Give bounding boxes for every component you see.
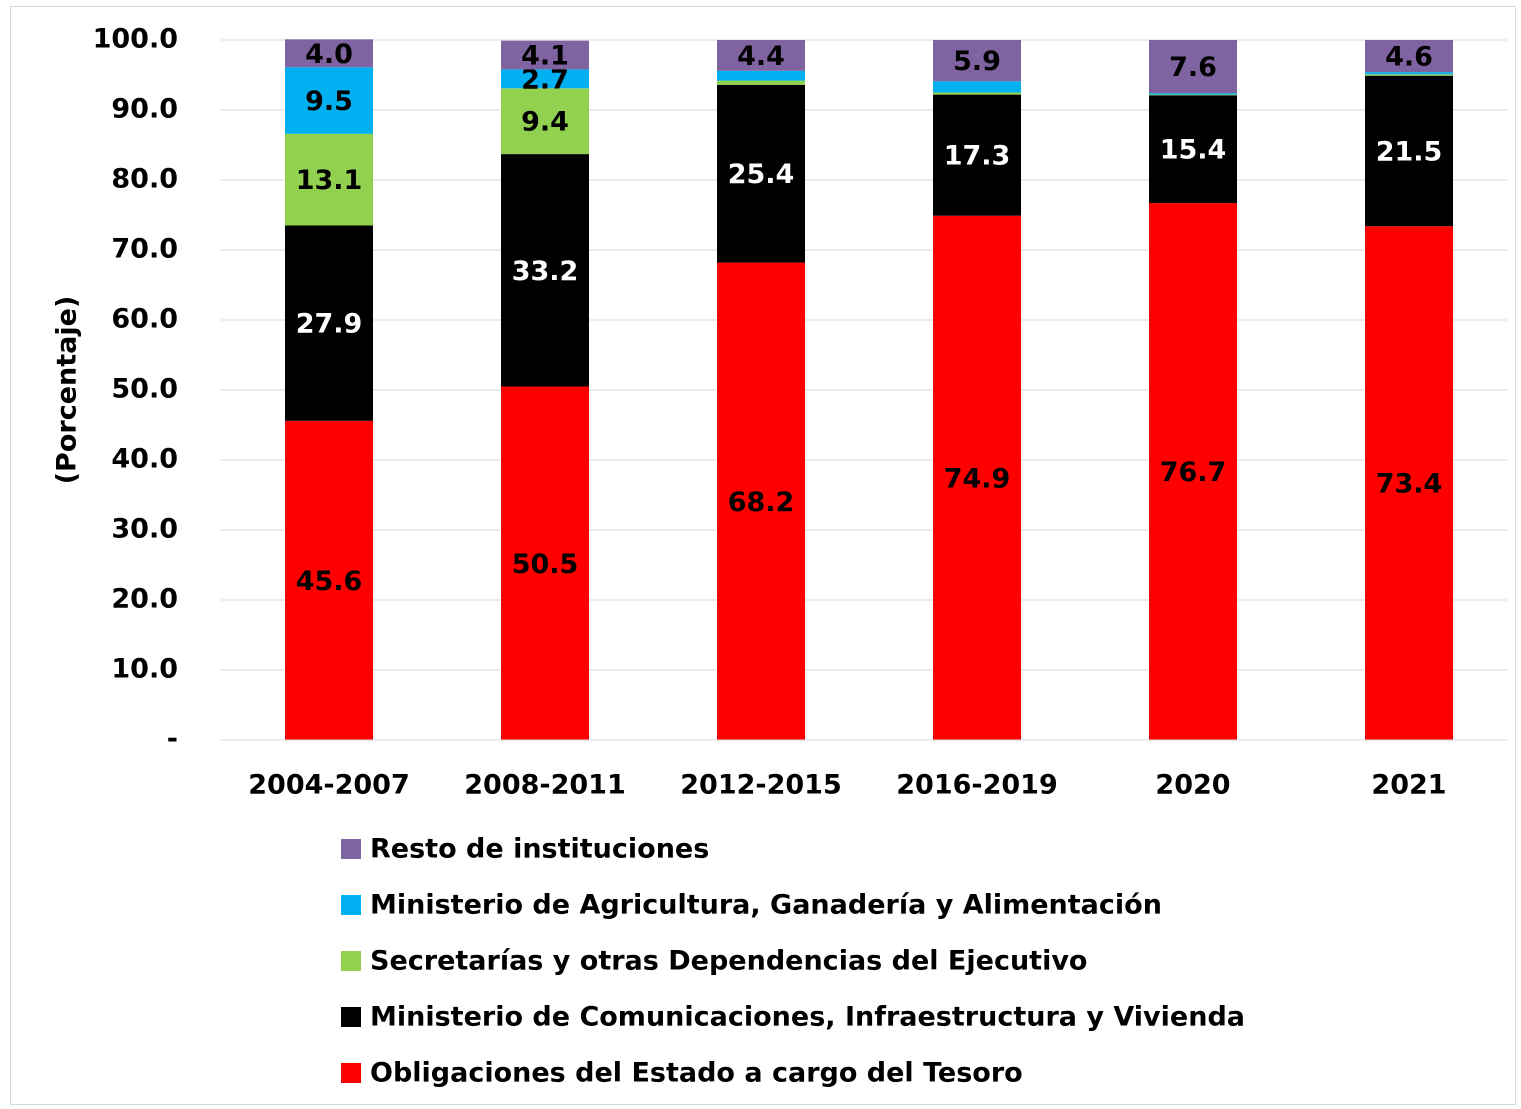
x-tick-label: 2021	[1371, 770, 1446, 801]
bar-segment	[501, 88, 589, 155]
legend-label: Resto de instituciones	[370, 834, 709, 865]
y-tick-label: 30.0	[111, 514, 178, 545]
y-tick-label: 100.0	[93, 24, 178, 55]
data-label: 25.4	[728, 159, 795, 190]
data-label: 45.6	[296, 566, 363, 597]
bar-segment	[933, 215, 1021, 740]
bar-segment	[1365, 75, 1453, 227]
legend-label: Obligaciones del Estado a cargo del Teso…	[370, 1058, 1023, 1089]
bar-segment	[1365, 72, 1453, 75]
legend-swatch	[341, 895, 361, 915]
x-tick-label: 2008-2011	[464, 770, 626, 801]
data-label: 7.6	[1169, 52, 1217, 83]
bar-segment	[285, 225, 373, 421]
y-tick-label: 40.0	[111, 444, 178, 475]
legend-label: Ministerio de Comunicaciones, Infraestru…	[370, 1002, 1245, 1033]
chart-frame	[10, 6, 1516, 1105]
bar-segment	[717, 262, 805, 740]
bar-segment	[717, 70, 805, 81]
bar-segment	[1149, 93, 1237, 95]
bar-segment	[501, 40, 589, 70]
data-label: 73.4	[1376, 469, 1443, 500]
y-tick-label: 80.0	[111, 164, 178, 195]
bar-segment	[717, 40, 805, 71]
data-label: 27.9	[296, 309, 363, 340]
bar-segment	[1149, 95, 1237, 204]
bar-segment	[717, 80, 805, 85]
data-label: 2.7	[521, 64, 569, 95]
data-label: 4.4	[737, 41, 785, 72]
y-axis-label: (Porcentaje)	[52, 296, 83, 485]
bar-segment	[1149, 40, 1237, 94]
data-label: 21.5	[1376, 136, 1443, 167]
data-label: 74.9	[944, 463, 1011, 494]
legend-swatch	[341, 1063, 361, 1083]
bar-segment	[1365, 74, 1453, 76]
data-label: 4.1	[521, 41, 569, 72]
bar-segment	[1365, 40, 1453, 73]
y-tick-label: 10.0	[111, 654, 178, 685]
data-label: 17.3	[944, 141, 1011, 172]
bar-segment	[1149, 203, 1237, 741]
data-label: 50.5	[512, 549, 579, 580]
y-tick-label: 20.0	[111, 584, 178, 615]
bar-segment	[501, 386, 589, 740]
data-label: 13.1	[296, 165, 363, 196]
data-label: 5.9	[953, 46, 1001, 77]
data-label: 9.5	[305, 86, 353, 117]
y-tick-label: 60.0	[111, 304, 178, 335]
legend-label: Ministerio de Agricultura, Ganadería y A…	[370, 890, 1162, 921]
bar-segment	[933, 92, 1021, 95]
data-label: 15.4	[1160, 135, 1227, 166]
x-tick-label: 2012-2015	[680, 770, 842, 801]
bar-segment	[933, 81, 1021, 93]
bar-segment	[717, 84, 805, 263]
y-tick-label: 70.0	[111, 234, 178, 265]
data-label: 68.2	[728, 487, 795, 518]
data-label: 33.2	[512, 256, 579, 287]
x-tick-label: 2004-2007	[248, 770, 410, 801]
bar-segment	[933, 40, 1021, 82]
bar-segment	[1365, 226, 1453, 740]
bar-segment	[285, 133, 373, 226]
bar-segment	[285, 420, 373, 740]
bar-segment	[285, 39, 373, 68]
data-label: 4.0	[305, 39, 353, 70]
legend-label: Secretarías y otras Dependencias del Eje…	[370, 946, 1087, 977]
bar-segment	[285, 67, 373, 134]
data-label: 76.7	[1160, 457, 1227, 488]
y-tick-label: 90.0	[111, 94, 178, 125]
bar-segment	[1149, 94, 1237, 96]
data-label: 9.4	[521, 107, 569, 138]
x-tick-label: 2016-2019	[896, 770, 1058, 801]
y-tick-label: -	[167, 724, 178, 755]
y-tick-label: 50.0	[111, 374, 178, 405]
x-tick-label: 2020	[1155, 770, 1230, 801]
bar-segment	[501, 154, 589, 387]
bar-segment	[933, 94, 1021, 216]
data-label: 4.6	[1385, 42, 1433, 73]
legend-swatch	[341, 1007, 361, 1027]
legend-swatch	[341, 951, 361, 971]
bar-segment	[501, 69, 589, 89]
legend-swatch	[341, 839, 361, 859]
